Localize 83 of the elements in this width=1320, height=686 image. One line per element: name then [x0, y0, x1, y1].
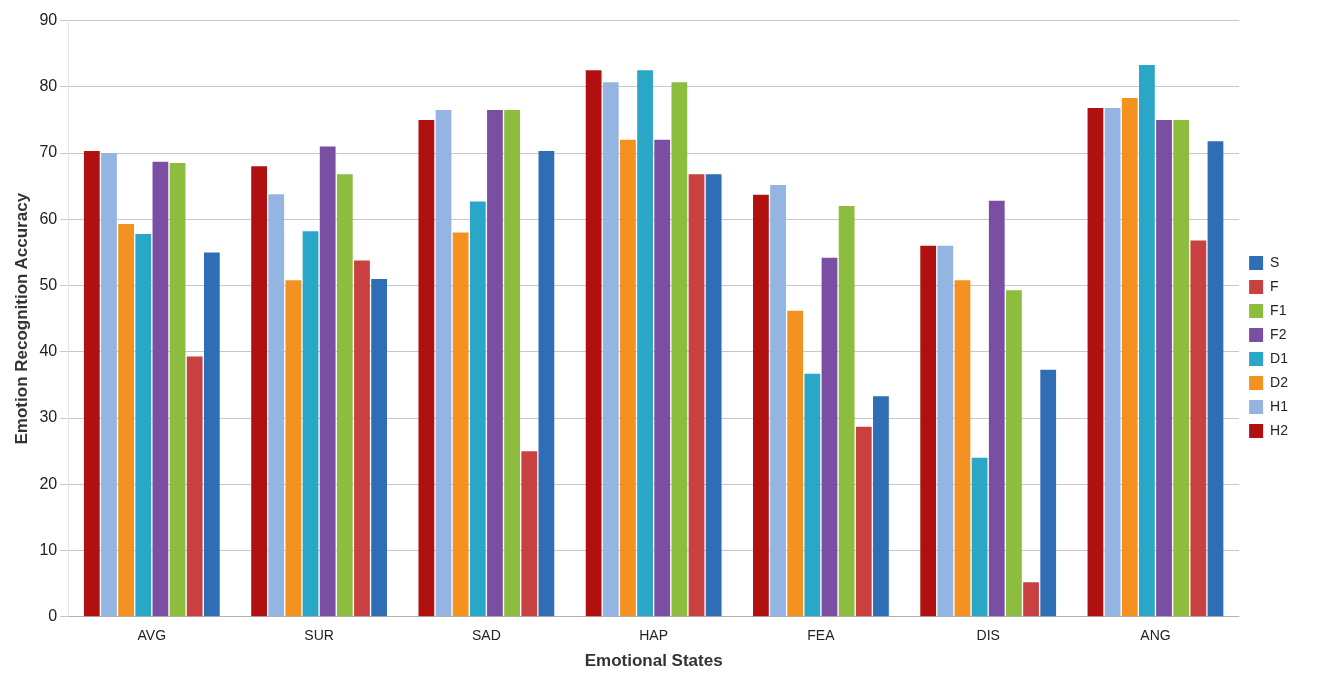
bar	[152, 161, 169, 617]
bar	[268, 194, 285, 617]
bar	[285, 280, 302, 617]
bar	[804, 373, 821, 617]
bar	[452, 232, 469, 617]
y-tick-label: 80	[39, 77, 58, 95]
bar	[954, 280, 971, 617]
bar	[920, 245, 937, 617]
legend-label: H2	[1270, 421, 1289, 438]
x-tick-label: DIS	[976, 627, 1000, 644]
y-tick-label: 70	[39, 143, 58, 161]
bar	[418, 119, 435, 617]
bar	[1190, 240, 1207, 617]
x-tick-label: SAD	[471, 627, 501, 644]
bar	[1087, 108, 1104, 617]
bar	[1207, 141, 1224, 617]
bar	[251, 166, 267, 617]
bar	[602, 82, 619, 617]
bar	[1156, 119, 1172, 617]
bar	[521, 451, 538, 617]
legend-label: F1	[1270, 301, 1287, 318]
y-tick-label: 90	[39, 11, 58, 29]
y-axis-title: Emotion Recognition Accuracy	[11, 192, 31, 445]
bar	[354, 260, 370, 617]
bar	[469, 201, 486, 617]
bar	[585, 70, 602, 617]
legend-label: F	[1270, 277, 1279, 294]
bar	[83, 151, 100, 617]
legend-label: F2	[1270, 325, 1287, 342]
bar	[988, 200, 1005, 617]
bar	[538, 151, 555, 617]
bar	[135, 233, 152, 617]
bar	[1173, 119, 1190, 617]
y-tick-label: 10	[39, 540, 58, 558]
bar	[336, 174, 353, 617]
bar	[770, 184, 786, 617]
x-tick-label: FEA	[807, 627, 836, 644]
bar	[1121, 98, 1138, 617]
bar	[1023, 582, 1039, 617]
y-tick-label: 60	[39, 209, 58, 227]
legend-label: H1	[1270, 397, 1289, 414]
bar	[838, 206, 855, 617]
bar	[873, 396, 889, 617]
y-tick-label: 0	[48, 607, 58, 625]
y-tick-label: 20	[39, 474, 58, 492]
x-tick-label: AVG	[137, 627, 167, 644]
bar	[855, 426, 872, 617]
bar	[1040, 369, 1057, 617]
bar	[1006, 290, 1022, 617]
y-tick-label: 40	[39, 342, 58, 360]
x-tick-label: SUR	[304, 627, 334, 644]
bar	[203, 252, 220, 617]
bar	[371, 278, 387, 617]
bar	[487, 110, 503, 617]
legend-label: D2	[1270, 373, 1289, 390]
y-tick-label: 50	[39, 275, 58, 293]
x-tick-label: ANG	[1140, 627, 1171, 644]
bar	[620, 139, 636, 617]
bar	[302, 231, 319, 617]
x-tick-label: HAP	[639, 627, 669, 644]
bar	[1104, 108, 1121, 617]
bar	[1139, 64, 1155, 617]
bar	[821, 257, 838, 617]
bar	[169, 163, 186, 617]
legend-label: S	[1270, 253, 1280, 270]
bar	[671, 82, 688, 617]
bar	[435, 110, 452, 617]
bar	[654, 139, 671, 617]
bar	[118, 223, 134, 617]
bar	[753, 194, 769, 617]
bar	[705, 174, 722, 617]
legend-label: D1	[1270, 349, 1289, 366]
bar	[186, 356, 203, 617]
bar	[937, 245, 954, 617]
bar	[787, 310, 804, 617]
bar	[319, 146, 336, 617]
bar	[504, 110, 520, 617]
bar	[637, 70, 653, 617]
bar	[688, 174, 705, 617]
bar	[101, 153, 117, 617]
y-tick-label: 30	[39, 408, 58, 426]
x-axis-title: Emotional States	[584, 651, 723, 671]
bar	[971, 457, 988, 617]
